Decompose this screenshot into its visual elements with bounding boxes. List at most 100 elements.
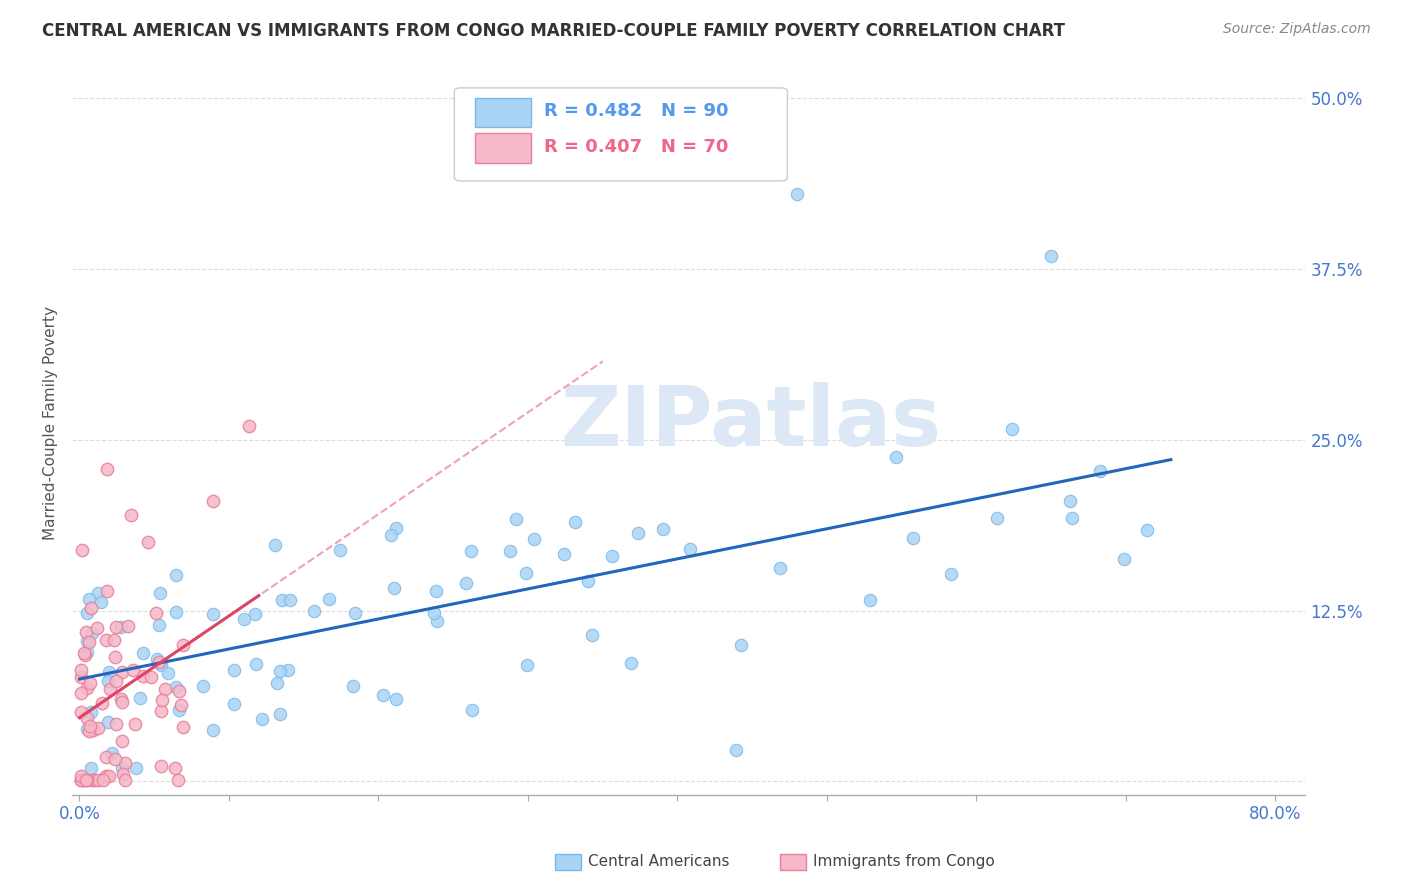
Point: [1040, 248, 1063, 262]
Point: [627, 525, 650, 540]
Point: [110, 692, 132, 706]
Point: [172, 720, 194, 734]
Point: [87, 722, 110, 736]
Point: [139, 670, 162, 684]
Point: [76, 645, 98, 659]
Point: [94, 633, 117, 648]
Point: [98, 665, 121, 680]
Point: [576, 574, 599, 588]
Text: Central Americans: Central Americans: [588, 855, 730, 869]
Point: [77, 592, 100, 607]
Point: [269, 665, 291, 679]
Point: [73, 772, 96, 787]
Point: [600, 549, 623, 563]
Point: [250, 712, 273, 726]
Point: [193, 679, 215, 693]
Point: [769, 560, 792, 574]
Text: R = 0.482   N = 90: R = 0.482 N = 90: [544, 102, 728, 120]
Point: [153, 682, 176, 697]
Point: [125, 761, 148, 775]
Point: [148, 585, 170, 599]
FancyBboxPatch shape: [475, 133, 531, 163]
Point: [124, 716, 146, 731]
Point: [104, 752, 127, 766]
Point: [76, 681, 98, 696]
Point: [91, 772, 114, 787]
Point: [238, 419, 260, 434]
Point: [371, 688, 394, 702]
Point: [380, 528, 402, 542]
Text: ZIPatlas: ZIPatlas: [560, 383, 941, 463]
Point: [76, 606, 98, 620]
Point: [232, 612, 254, 626]
Point: [70, 705, 93, 719]
Point: [111, 734, 134, 748]
Point: [120, 508, 142, 522]
Point: [651, 522, 673, 536]
Point: [264, 538, 287, 552]
Point: [460, 544, 482, 558]
Point: [426, 614, 449, 628]
Point: [128, 690, 150, 705]
Point: [73, 648, 96, 662]
Point: [83, 772, 105, 787]
Point: [79, 675, 101, 690]
Point: [1062, 511, 1084, 525]
Point: [344, 607, 367, 621]
Point: [149, 704, 172, 718]
Point: [423, 606, 446, 620]
Point: [553, 547, 575, 561]
Point: [70, 663, 93, 677]
Point: [98, 769, 121, 783]
Point: [201, 493, 224, 508]
Point: [515, 566, 537, 581]
Point: [202, 607, 225, 621]
Point: [523, 533, 546, 547]
Point: [165, 605, 187, 619]
Point: [77, 635, 100, 649]
Point: [172, 638, 194, 652]
Point: [97, 714, 120, 729]
Point: [87, 772, 110, 787]
Point: [342, 679, 364, 693]
Point: [70, 542, 93, 557]
Point: [114, 756, 136, 770]
Point: [103, 633, 125, 648]
Point: [1136, 523, 1159, 537]
Point: [516, 658, 538, 673]
Point: [425, 583, 447, 598]
Point: [132, 669, 155, 683]
Point: [96, 462, 118, 476]
Point: [581, 628, 603, 642]
Point: [619, 656, 641, 670]
Point: [679, 542, 702, 557]
Point: [224, 697, 246, 711]
Point: [132, 646, 155, 660]
Point: [157, 665, 180, 680]
Point: [122, 663, 145, 677]
Point: [318, 591, 340, 606]
Point: [150, 759, 173, 773]
Point: [278, 593, 301, 607]
Point: [86, 621, 108, 635]
Point: [79, 719, 101, 733]
Point: [884, 450, 907, 465]
Point: [329, 542, 352, 557]
Point: [114, 772, 136, 787]
Point: [80, 761, 103, 775]
Point: [986, 511, 1008, 525]
Point: [80, 706, 103, 720]
Point: [80, 625, 103, 640]
Point: [505, 512, 527, 526]
Point: [243, 607, 266, 621]
Point: [111, 761, 134, 775]
Text: CENTRAL AMERICAN VS IMMIGRANTS FROM CONGO MARRIED-COUPLE FAMILY POVERTY CORRELAT: CENTRAL AMERICAN VS IMMIGRANTS FROM CONG…: [42, 22, 1066, 40]
Point: [70, 686, 93, 700]
Point: [384, 691, 406, 706]
Point: [277, 663, 299, 677]
Point: [104, 649, 127, 664]
Point: [269, 706, 291, 721]
Point: [104, 620, 127, 634]
Point: [96, 769, 118, 783]
Point: [110, 620, 132, 634]
